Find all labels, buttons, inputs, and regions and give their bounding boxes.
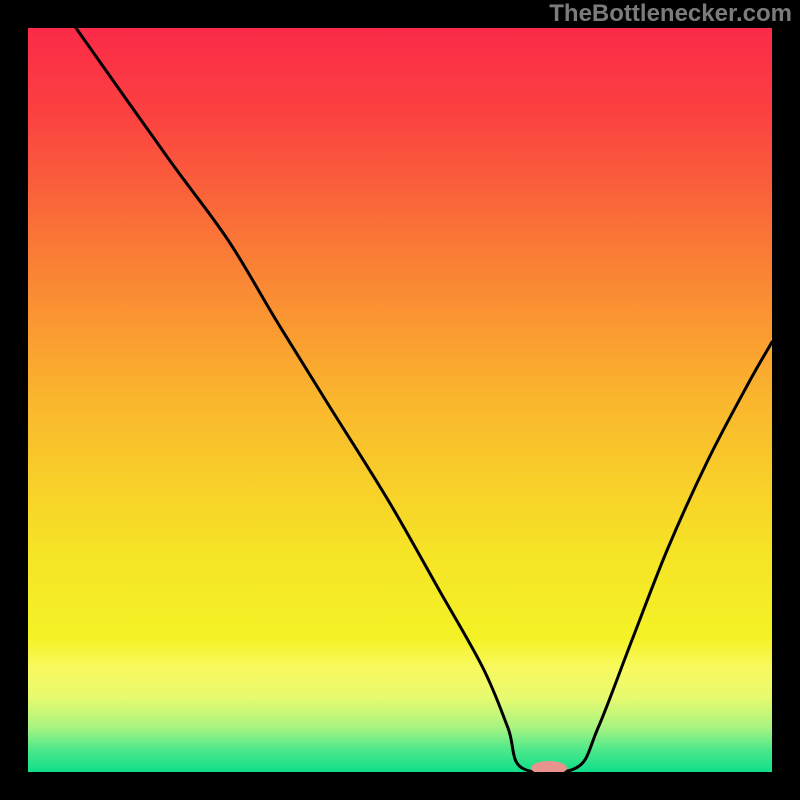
- gradient-background: [28, 28, 772, 772]
- plot-area: [28, 28, 772, 772]
- watermark-text: TheBottlenecker.com: [549, 0, 792, 28]
- bottleneck-curve-chart: [28, 28, 772, 772]
- chart-stage: TheBottlenecker.com: [0, 0, 800, 800]
